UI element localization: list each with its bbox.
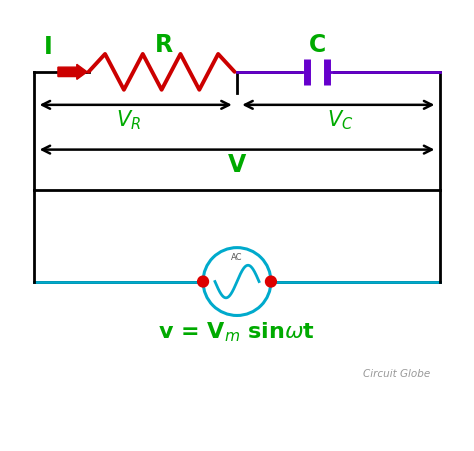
Text: C: C	[309, 32, 326, 56]
Text: AC: AC	[231, 252, 243, 261]
Text: I: I	[44, 35, 53, 59]
Text: $V_C$: $V_C$	[328, 108, 354, 132]
Circle shape	[198, 276, 209, 287]
Text: v = V$_m$ sin$\omega$t: v = V$_m$ sin$\omega$t	[158, 319, 316, 343]
FancyArrow shape	[58, 65, 87, 80]
Text: $V_R$: $V_R$	[116, 108, 141, 132]
Text: Circuit Globe: Circuit Globe	[363, 368, 430, 378]
Text: V: V	[228, 152, 246, 176]
Text: R: R	[155, 32, 173, 56]
Circle shape	[265, 276, 276, 287]
